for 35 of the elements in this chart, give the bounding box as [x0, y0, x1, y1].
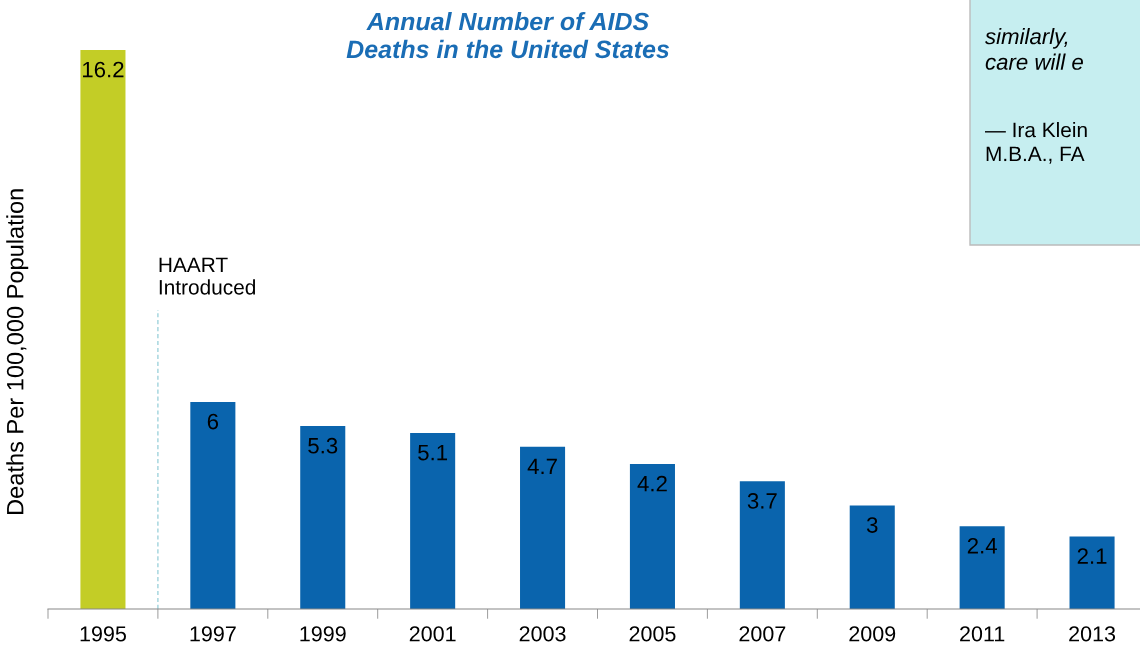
x-tick-label: 2003 [519, 626, 566, 642]
bar [629, 464, 675, 609]
x-tick-label: 1997 [190, 626, 236, 642]
bar [1069, 536, 1115, 609]
annotation: similarly, care will e [985, 28, 1083, 70]
annotation: HAART Introduced [159, 257, 256, 295]
bar [80, 50, 126, 609]
data-label: 4.2 [637, 475, 667, 492]
bar [849, 505, 895, 609]
bar [300, 426, 346, 609]
data-label: 4.7 [527, 458, 557, 475]
annotation: — Ira Klein M.B.A., FA [985, 122, 1087, 164]
data-label: 5.1 [418, 444, 448, 461]
data-label: 5.3 [308, 437, 338, 454]
x-tick-label: 2009 [849, 626, 896, 642]
bar [410, 433, 456, 609]
data-label: 16.2 [83, 61, 124, 78]
data-label: 6 [207, 413, 219, 430]
y-axis-title: Deaths Per 100,000 Population [6, 189, 29, 514]
bar [739, 481, 785, 609]
bar [959, 526, 1005, 609]
x-tick-label: 2007 [739, 626, 786, 642]
x-tick-label: 1995 [80, 626, 126, 642]
data-label: 3.7 [747, 493, 777, 509]
data-label: 2.1 [1077, 548, 1107, 564]
data-label: 3 [866, 517, 878, 533]
x-tick-label: 2005 [629, 626, 676, 642]
bar [190, 401, 236, 609]
x-tick-label: 2013 [1069, 626, 1116, 642]
x-tick-label: 1999 [300, 626, 346, 642]
data-label: 2.4 [967, 537, 997, 554]
bar [520, 446, 566, 609]
chart-title: Annual Number of AIDS Deaths in the United States [346, 12, 669, 59]
x-tick-label: 2011 [960, 626, 1005, 642]
x-tick-label: 2001 [409, 626, 456, 642]
